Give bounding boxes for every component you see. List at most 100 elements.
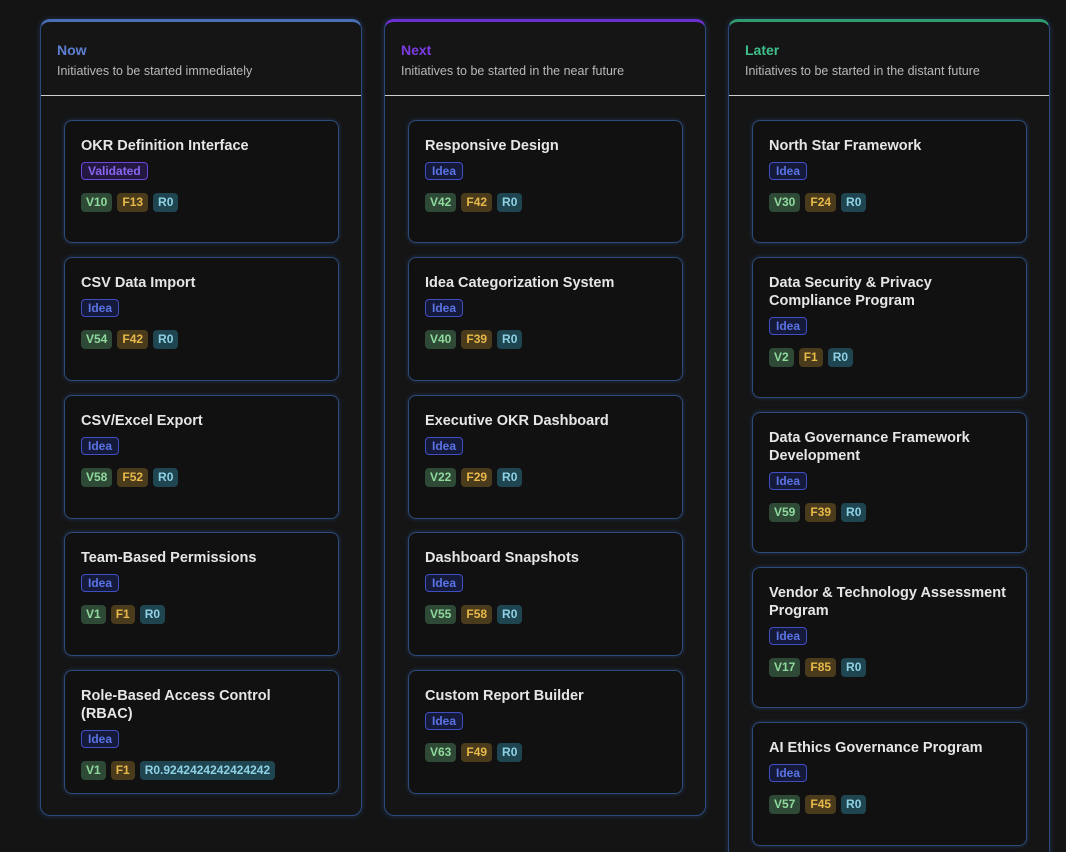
feasibility-score-badge: F45 xyxy=(805,795,837,814)
feasibility-score-badge: F52 xyxy=(117,468,149,487)
card-title: Executive OKR Dashboard xyxy=(425,413,609,429)
initiative-card[interactable]: Responsive Design Idea V42 F42 R0 xyxy=(408,120,683,243)
card-metrics: V40 F39 R0 xyxy=(425,330,666,349)
feasibility-score-badge: F29 xyxy=(461,468,493,487)
card-title: Vendor & Technology Assessment Program xyxy=(769,585,1006,619)
card-metrics: V42 F42 R0 xyxy=(425,193,666,212)
card-metrics: V63 F49 R0 xyxy=(425,743,666,762)
value-score-badge: V42 xyxy=(425,193,457,212)
risk-score-badge: R0 xyxy=(153,468,179,487)
risk-score-badge: R0 xyxy=(497,330,523,349)
value-score-badge: V40 xyxy=(425,330,457,349)
initiative-card[interactable]: Data Governance Framework Development Id… xyxy=(752,412,1027,553)
risk-score-badge: R0 xyxy=(841,193,867,212)
card-metrics: V55 F58 R0 xyxy=(425,605,666,624)
column-title: Now xyxy=(57,42,87,58)
card-metrics: V1 F1 R0.9242424242424242 xyxy=(81,761,322,780)
value-score-badge: V55 xyxy=(425,605,457,624)
card-title: CSV Data Import xyxy=(81,275,196,291)
feasibility-score-badge: F1 xyxy=(110,761,135,780)
feasibility-score-badge: F85 xyxy=(805,658,837,677)
column-subtitle: Initiatives to be started immediately xyxy=(57,64,253,78)
status-badge: Idea xyxy=(425,712,464,730)
column-title: Later xyxy=(745,42,780,58)
card-metrics: V58 F52 R0 xyxy=(81,468,322,487)
column-header: Next Initiatives to be started in the ne… xyxy=(385,22,705,96)
value-score-badge: V54 xyxy=(81,330,113,349)
card-metrics: V2 F1 R0 xyxy=(769,348,1010,367)
status-badge: Idea xyxy=(769,162,808,180)
risk-score-badge: R0 xyxy=(497,468,523,487)
initiative-card[interactable]: OKR Definition Interface Validated V10 F… xyxy=(64,120,339,243)
initiative-card[interactable]: Role-Based Access Control (RBAC) Idea V1… xyxy=(64,670,339,794)
value-score-badge: V30 xyxy=(769,193,801,212)
feasibility-score-badge: F13 xyxy=(117,193,149,212)
card-title: OKR Definition Interface xyxy=(81,138,249,154)
status-badge: Idea xyxy=(81,574,120,592)
feasibility-score-badge: F1 xyxy=(798,348,823,367)
initiative-card[interactable]: CSV/Excel Export Idea V58 F52 R0 xyxy=(64,395,339,519)
status-badge: Idea xyxy=(769,317,808,335)
feasibility-score-badge: F42 xyxy=(117,330,149,349)
initiative-card[interactable]: Executive OKR Dashboard Idea V22 F29 R0 xyxy=(408,395,683,519)
card-title: Role-Based Access Control (RBAC) xyxy=(81,688,271,722)
card-metrics: V22 F29 R0 xyxy=(425,468,666,487)
status-badge: Idea xyxy=(425,299,464,317)
card-metrics: V57 F45 R0 xyxy=(769,795,1010,814)
feasibility-score-badge: F49 xyxy=(461,743,493,762)
column-header: Now Initiatives to be started immediatel… xyxy=(41,22,361,96)
status-badge: Idea xyxy=(81,437,120,455)
column-subtitle: Initiatives to be started in the near fu… xyxy=(401,64,625,78)
initiative-card[interactable]: AI Ethics Governance Program Idea V57 F4… xyxy=(752,722,1027,846)
initiative-card[interactable]: Vendor & Technology Assessment Program I… xyxy=(752,567,1027,708)
initiative-card[interactable]: North Star Framework Idea V30 F24 R0 xyxy=(752,120,1027,243)
status-badge: Idea xyxy=(81,299,120,317)
initiative-card[interactable]: Data Security & Privacy Compliance Progr… xyxy=(752,257,1027,398)
value-score-badge: V1 xyxy=(81,605,106,624)
status-badge: Idea xyxy=(769,764,808,782)
initiative-card[interactable]: Idea Categorization System Idea V40 F39 … xyxy=(408,257,683,381)
value-score-badge: V58 xyxy=(81,468,113,487)
column-later: Later Initiatives to be started in the d… xyxy=(728,19,1050,852)
status-badge: Idea xyxy=(425,574,464,592)
value-score-badge: V59 xyxy=(769,503,801,522)
value-score-badge: V63 xyxy=(425,743,457,762)
initiative-card[interactable]: Team-Based Permissions Idea V1 F1 R0 xyxy=(64,532,339,656)
value-score-badge: V17 xyxy=(769,658,801,677)
risk-score-badge: R0 xyxy=(497,743,523,762)
column-now: Now Initiatives to be started immediatel… xyxy=(40,19,362,816)
card-metrics: V1 F1 R0 xyxy=(81,605,322,624)
risk-score-badge: R0 xyxy=(153,330,179,349)
feasibility-score-badge: F39 xyxy=(461,330,493,349)
card-metrics: V10 F13 R0 xyxy=(81,193,322,212)
status-badge: Idea xyxy=(769,472,808,490)
status-badge: Idea xyxy=(425,437,464,455)
card-title: Responsive Design xyxy=(425,138,559,154)
risk-score-badge: R0 xyxy=(153,193,179,212)
value-score-badge: V57 xyxy=(769,795,801,814)
feasibility-score-badge: F58 xyxy=(461,605,493,624)
card-title: Team-Based Permissions xyxy=(81,550,257,566)
feasibility-score-badge: F39 xyxy=(805,503,837,522)
initiative-card[interactable]: Dashboard Snapshots Idea V55 F58 R0 xyxy=(408,532,683,656)
value-score-badge: V10 xyxy=(81,193,113,212)
card-metrics: V30 F24 R0 xyxy=(769,193,1010,212)
card-metrics: V59 F39 R0 xyxy=(769,503,1010,522)
card-title: Data Security & Privacy Compliance Progr… xyxy=(769,275,932,309)
column-header: Later Initiatives to be started in the d… xyxy=(729,22,1049,96)
column-subtitle: Initiatives to be started in the distant… xyxy=(745,64,980,78)
status-badge: Validated xyxy=(81,162,148,180)
initiative-card[interactable]: CSV Data Import Idea V54 F42 R0 xyxy=(64,257,339,381)
card-title: Data Governance Framework Development xyxy=(769,430,970,464)
risk-score-badge: R0 xyxy=(841,658,867,677)
column-title: Next xyxy=(401,42,432,58)
risk-score-badge: R0 xyxy=(841,503,867,522)
initiative-card[interactable]: Custom Report Builder Idea V63 F49 R0 xyxy=(408,670,683,794)
risk-score-badge: R0 xyxy=(497,605,523,624)
status-badge: Idea xyxy=(81,730,120,748)
value-score-badge: V2 xyxy=(769,348,794,367)
card-title: CSV/Excel Export xyxy=(81,413,203,429)
value-score-badge: V22 xyxy=(425,468,457,487)
risk-score-badge: R0 xyxy=(139,605,166,624)
risk-score-badge: R0 xyxy=(827,348,854,367)
